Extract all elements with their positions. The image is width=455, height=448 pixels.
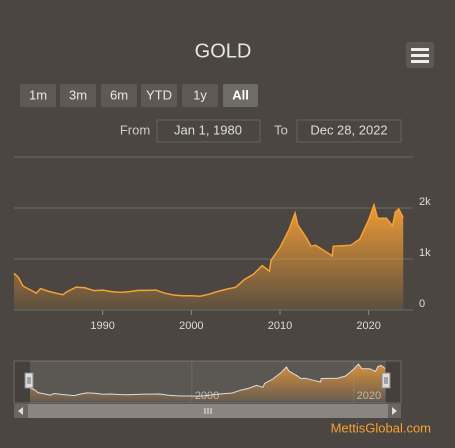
y-tick-label: 1k (419, 247, 431, 259)
button-label: 1y (193, 87, 207, 102)
range-button[interactable]: 1y (182, 84, 218, 107)
button-label: YTD (146, 87, 172, 102)
button-bg (141, 84, 177, 107)
button-label: All (232, 87, 249, 102)
x-tick-label: 2000 (179, 320, 203, 332)
from-input[interactable]: Jan 1, 1980 (156, 119, 261, 143)
button-label: 1m (29, 87, 47, 102)
x-tick-label: 2020 (356, 320, 380, 332)
button-label: 6m (110, 87, 128, 102)
navigator-handle[interactable] (24, 372, 34, 389)
scrollbar[interactable] (14, 404, 401, 418)
button-label: 3m (69, 87, 87, 102)
area-line (13, 202, 404, 297)
button-bg (20, 84, 56, 107)
button-bg (101, 84, 137, 107)
button-bg (223, 84, 258, 107)
from-label: From (120, 122, 150, 137)
y-tick-label: 0 (419, 298, 425, 310)
range-button[interactable]: YTD (141, 84, 177, 107)
x-tick-label: 2010 (268, 320, 292, 332)
range-button[interactable]: 3m (60, 84, 96, 107)
range-button[interactable]: All (223, 84, 258, 107)
y-tick-label: 2k (419, 196, 431, 208)
button-bg (182, 84, 218, 107)
to-label: To (274, 122, 288, 137)
chart-title: GOLD (195, 40, 252, 62)
area-fill (14, 204, 404, 310)
button-bg (60, 84, 96, 107)
menu-button[interactable] (406, 42, 434, 68)
watermark: MettisGlobal.com (331, 420, 431, 435)
navigator-area (30, 364, 386, 401)
navigator-line (29, 363, 386, 397)
from-date: Jan 1, 1980 (174, 122, 242, 137)
range-button[interactable]: 6m (101, 84, 137, 107)
to-input[interactable]: Dec 28, 2022 (296, 119, 402, 143)
navigator-handle[interactable] (381, 372, 391, 389)
to-date: Dec 28, 2022 (310, 122, 387, 137)
range-button[interactable]: 1m (20, 84, 56, 107)
x-tick-label: 1990 (90, 320, 114, 332)
